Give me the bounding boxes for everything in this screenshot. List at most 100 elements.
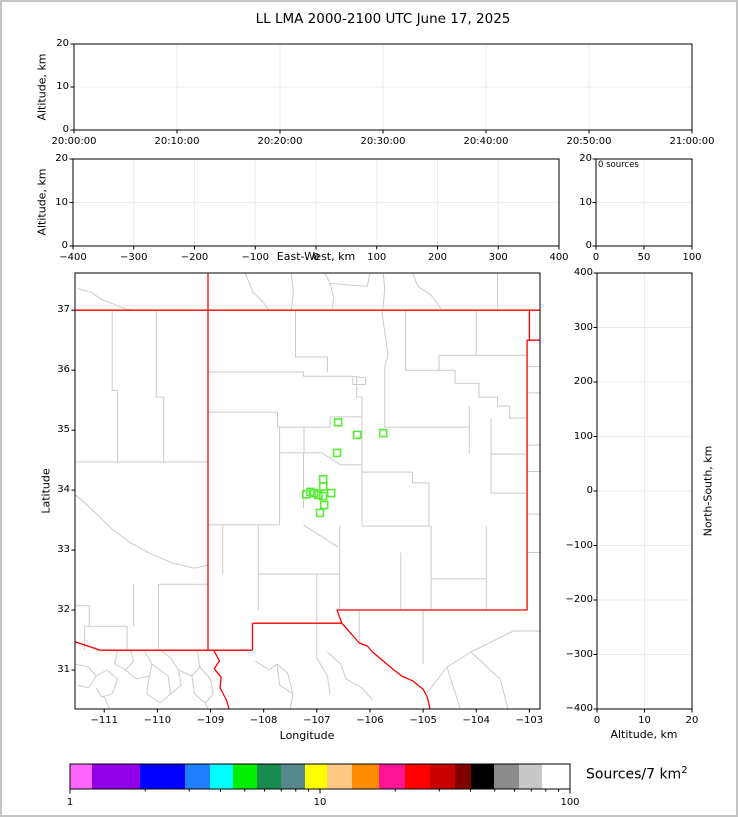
y-tick-label: −300 [565, 648, 593, 660]
colorbar-segment [455, 764, 471, 789]
x-tick-label: 100 [367, 252, 387, 263]
y-tick-label: 20 [579, 153, 592, 164]
x-tick-label: −106 [356, 715, 384, 726]
y-tick-label: 400 [573, 267, 593, 278]
station-square [318, 491, 328, 501]
station-square [378, 428, 388, 438]
x-tick-label: −109 [196, 715, 225, 726]
station-square [319, 500, 329, 510]
colorbar-segment [519, 764, 542, 789]
y-tick-label: 0 [62, 124, 69, 135]
map-xlabel: Longitude [279, 729, 335, 742]
x-tick-label: 400 [549, 252, 569, 263]
colorbar-segment [281, 764, 305, 789]
x-tick-label: 0 [312, 252, 320, 263]
colorbar-segment [92, 764, 140, 789]
sources-count-label: 0 sources [598, 160, 639, 170]
x-tick-label: −103 [515, 715, 544, 726]
x-tick-label: 10 [313, 797, 327, 808]
x-tick-label: 200 [427, 252, 448, 263]
lma-station-markers [301, 417, 388, 518]
y-tick-label: 0 [585, 240, 592, 251]
y-tick-label: −100 [565, 539, 593, 551]
x-tick-label: −111 [90, 715, 118, 726]
station-square [352, 430, 362, 440]
y-tick-label: 100 [573, 430, 593, 442]
x-tick-label: −104 [462, 715, 490, 726]
colorbar-segment [140, 764, 185, 789]
x-tick-label: 0 [593, 715, 601, 726]
colorbar-segment [494, 764, 519, 789]
x-tick-label: 0 [592, 252, 600, 263]
station-square [314, 490, 323, 500]
y-tick-label: 36 [57, 364, 70, 376]
y-tick-label: 10 [579, 196, 592, 208]
x-tick-label: 20:10:00 [154, 136, 200, 147]
y-tick-label: 31 [57, 664, 70, 676]
ns-height-ylabel: North-South, km [701, 445, 715, 537]
colorbar-segment [70, 764, 92, 789]
colorbar-segment [327, 764, 352, 789]
colorbar-segment [471, 764, 494, 789]
colorbar-segment [210, 764, 233, 789]
y-tick-label: 0 [586, 485, 593, 496]
y-tick-label: 34 [57, 484, 70, 496]
colorbar [69, 763, 571, 794]
map-panel [74, 272, 541, 710]
x-tick-label: 20:20:00 [257, 136, 303, 147]
y-tick-label: 200 [573, 376, 593, 387]
x-tick-label: −107 [303, 715, 331, 726]
x-tick-label: 100 [682, 252, 702, 263]
x-tick-label: 1 [66, 797, 74, 808]
colorbar-segment [352, 764, 379, 789]
colorbar-segment [542, 764, 570, 789]
x-tick-label: 20:30:00 [360, 136, 406, 147]
y-tick-label: 20 [55, 153, 68, 164]
x-tick-label: 20:40:00 [463, 136, 509, 147]
figure-title: LL LMA 2000-2100 UTC June 17, 2025 [255, 11, 511, 27]
colorbar-segment [257, 764, 281, 789]
colorbar-segment [405, 764, 430, 789]
y-tick-label: 37 [57, 304, 70, 316]
x-tick-label: 20:00:00 [51, 136, 97, 147]
y-tick-label: 300 [573, 321, 593, 333]
station-square [333, 417, 343, 427]
ns-height-xlabel: Altitude, km [610, 728, 678, 741]
x-tick-label: 20 [685, 715, 699, 726]
station-square [318, 474, 328, 484]
colorbar-segment [430, 764, 455, 789]
station-square [315, 508, 325, 518]
colorbar-segment [305, 764, 327, 789]
y-tick-label: 10 [56, 81, 69, 92]
x-tick-label: 20:50:00 [566, 136, 612, 147]
x-tick-label: −200 [180, 252, 209, 263]
y-tick-label: 0 [61, 240, 68, 251]
ew-height-xlabel: East-West, km [276, 250, 356, 263]
x-tick-label: −400 [59, 252, 87, 263]
station-square [332, 448, 342, 458]
station-square [318, 482, 328, 491]
y-tick-label: −200 [565, 594, 593, 605]
colorbar-segment [379, 764, 405, 789]
state-borders [75, 273, 540, 709]
colorbar-segment [185, 764, 210, 789]
y-tick-label: 20 [56, 38, 69, 49]
y-tick-label: 35 [57, 424, 70, 436]
station-square [326, 488, 336, 498]
colorbar-segment [233, 764, 257, 789]
x-tick-label: −100 [241, 252, 269, 263]
x-tick-label: 21:00:00 [669, 136, 715, 147]
x-tick-label: −300 [120, 252, 148, 263]
x-tick-label: 50 [637, 252, 651, 263]
station-square [301, 489, 311, 499]
y-tick-label: 32 [57, 604, 70, 616]
y-tick-label: −400 [565, 703, 593, 714]
x-tick-label: 100 [560, 797, 580, 808]
x-tick-label: 300 [488, 252, 508, 263]
x-tick-label: −105 [409, 715, 437, 726]
y-tick-label: 10 [55, 196, 68, 208]
x-tick-label: 10 [638, 715, 651, 726]
colorbar-label: Sources/7 km2 [586, 765, 688, 783]
